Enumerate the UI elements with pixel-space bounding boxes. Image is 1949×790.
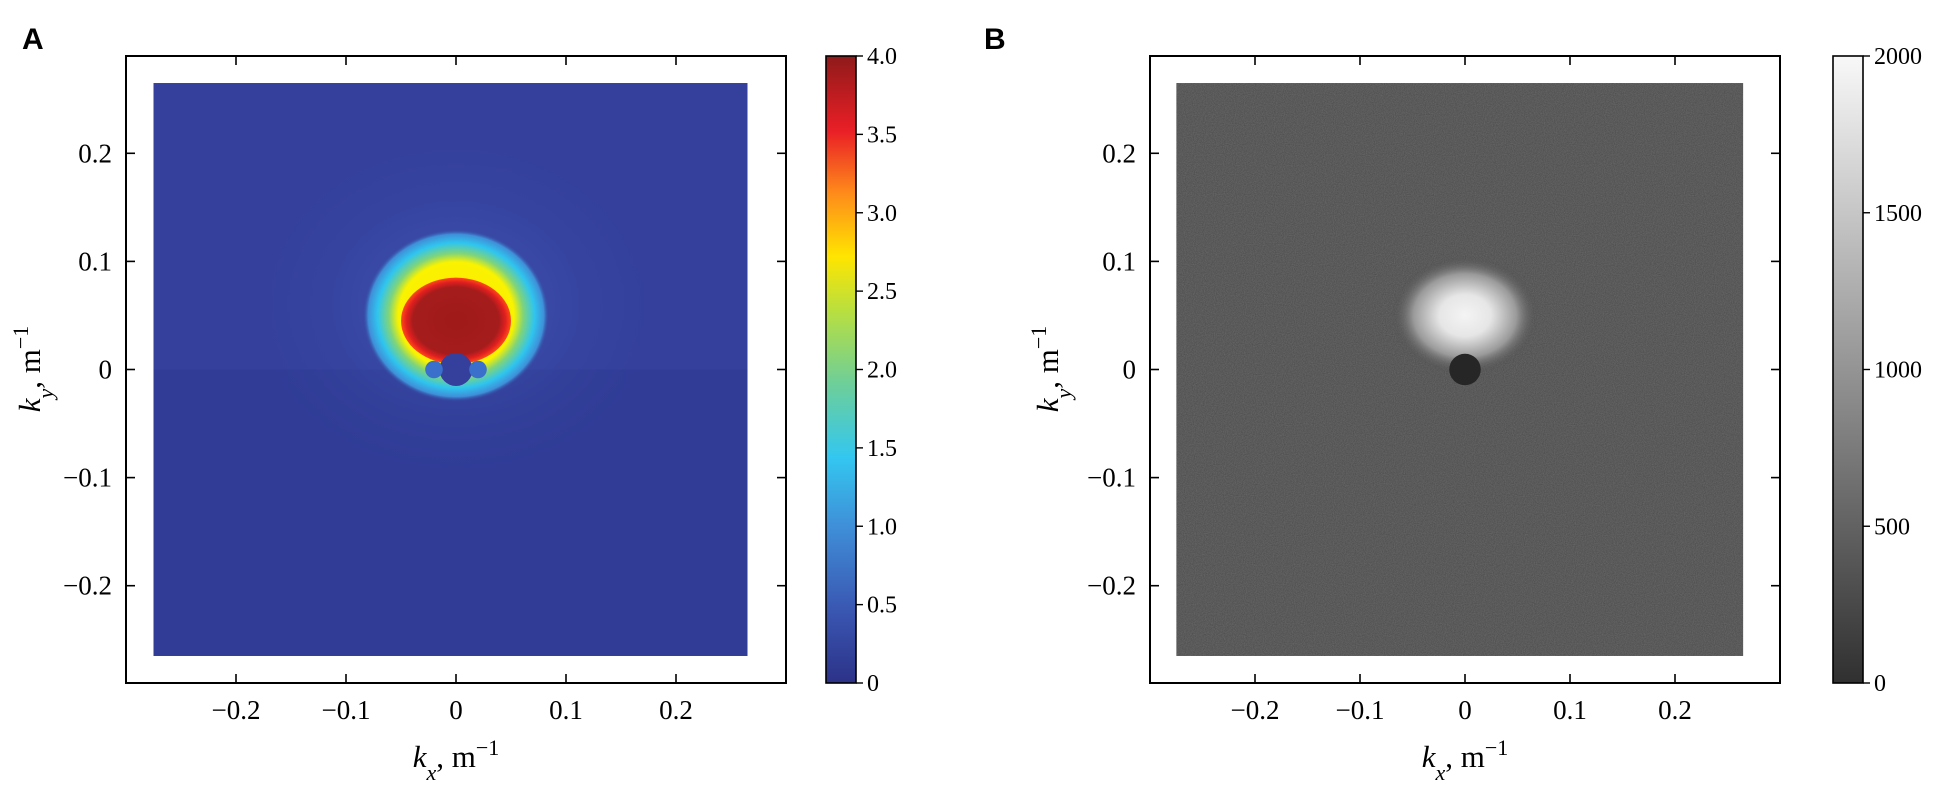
y-tick-label: −0.1 (1087, 463, 1136, 493)
x-tick-label: 0 (449, 695, 463, 725)
x-axis-label: kx, m−1 (1422, 735, 1509, 785)
heatmap-notch-right (469, 360, 487, 379)
colorbar-tick-label: 500 (1874, 514, 1910, 540)
x-tick-label: −0.1 (1336, 695, 1385, 725)
colorbar-tick-label: 4.0 (867, 44, 897, 70)
colorbar-tick-label: 2000 (1874, 44, 1922, 70)
y-tick-label: 0 (1123, 355, 1137, 385)
x-tick-label: −0.1 (322, 695, 371, 725)
x-tick-label: 0.1 (1553, 695, 1587, 725)
y-axis-label: ky, m−1 (1026, 326, 1076, 413)
y-tick-label: 0.2 (1102, 138, 1136, 168)
panel-b: B −0.2 −0.1 0 0.1 0.2 0.2 0.1 0 −0.1 −0.2 kx, m−1 ky… (984, 23, 1922, 785)
y-tick-label: −0.2 (1087, 571, 1136, 601)
colorbar (1832, 55, 1864, 684)
colorbar-tick-label: 2.5 (867, 279, 897, 305)
x-tick-label: 0.2 (659, 695, 693, 725)
colorbar-tick-label: 1.0 (867, 514, 897, 540)
heatmap-image (153, 83, 748, 656)
colorbar-tick-label: 1500 (1874, 201, 1922, 227)
colorbar-tick-label: 2.0 (867, 358, 897, 384)
panel-a: A −0.2 −0.1 0 0.1 0.2 0.2 0.1 0 −0.1 −0.2 kx, m−1 ky… (8, 23, 898, 785)
colorbar-tick-label: 1.5 (867, 436, 897, 462)
y-axis-label: ky, m−1 (8, 326, 58, 413)
heatmap-peak (401, 277, 511, 365)
colorbar-tick-label: 3.0 (867, 201, 897, 227)
x-tick-label: 0 (1458, 695, 1472, 725)
colorbar-tick-label: 0 (867, 671, 879, 697)
colorbar-tick-label: 3.5 (867, 122, 897, 148)
panel-label: B (984, 23, 1006, 56)
x-tick-label: −0.2 (1231, 695, 1280, 725)
heatmap-notch (1449, 353, 1481, 386)
y-tick-label: 0.1 (1102, 246, 1136, 276)
colorbar-tick-label: 0 (1874, 671, 1886, 697)
colorbar-tick-label: 1000 (1874, 358, 1922, 384)
heatmap-peak (1391, 255, 1539, 375)
y-tick-label: −0.1 (63, 463, 112, 493)
y-tick-label: 0.1 (78, 246, 112, 276)
x-tick-label: 0.1 (549, 695, 583, 725)
colorbar (825, 55, 857, 684)
x-axis-label: kx, m−1 (413, 735, 500, 785)
heatmap-image (1176, 83, 1744, 656)
y-tick-label: −0.2 (63, 571, 112, 601)
heatmap-notch (439, 353, 473, 386)
x-tick-label: 0.2 (1658, 695, 1692, 725)
y-tick-label: 0.2 (78, 138, 112, 168)
x-tick-label: −0.2 (212, 695, 261, 725)
colorbar-tick-label: 0.5 (867, 593, 897, 619)
panel-label: A (22, 23, 44, 56)
heatmap-notch-left (425, 360, 443, 379)
y-tick-label: 0 (99, 355, 113, 385)
